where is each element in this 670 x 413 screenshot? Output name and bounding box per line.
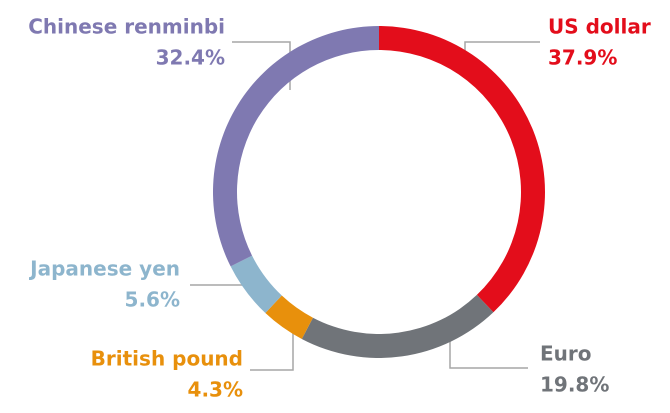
value-label: 32.4% xyxy=(156,46,225,70)
category-label: Japanese yen xyxy=(28,257,180,281)
donut-segment xyxy=(265,295,313,339)
value-label: 4.3% xyxy=(188,378,243,402)
value-label: 37.9% xyxy=(548,46,617,70)
donut-segment xyxy=(213,26,379,267)
category-label: US dollar xyxy=(548,15,651,39)
donut-segment xyxy=(230,255,282,314)
value-label: 19.8% xyxy=(540,373,609,397)
category-label: Euro xyxy=(540,342,592,366)
donut-segment xyxy=(379,26,545,313)
donut-segment xyxy=(301,294,494,358)
category-label: British pound xyxy=(91,347,243,371)
category-label: Chinese renminbi xyxy=(28,15,225,39)
value-label: 5.6% xyxy=(125,288,180,312)
